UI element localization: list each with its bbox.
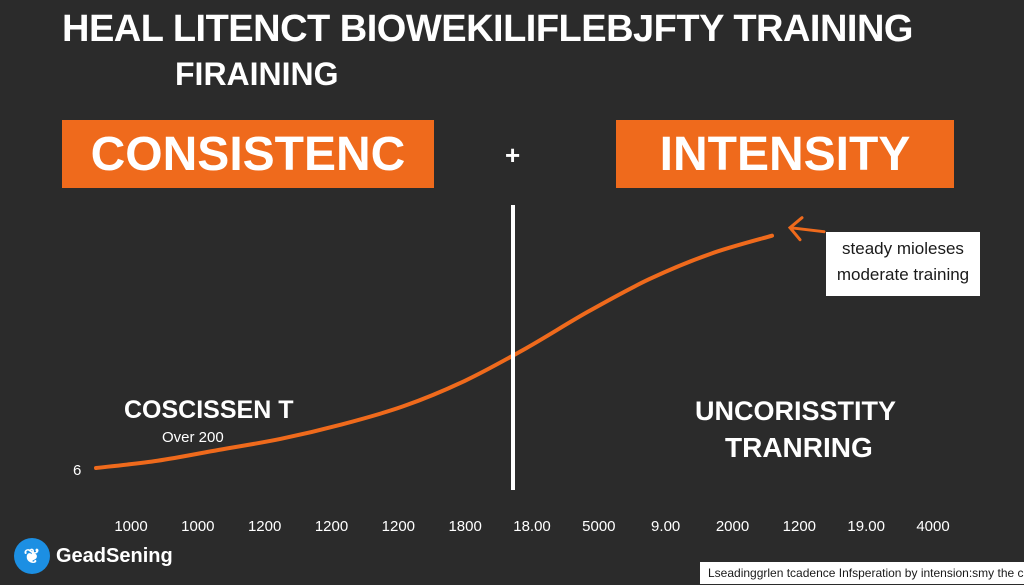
- x-tick-label: 1200: [782, 518, 817, 535]
- plus-sign: +: [505, 140, 521, 170]
- callout-line-2: moderate training: [836, 265, 970, 284]
- callout-line-1: steady mioleses: [842, 239, 964, 258]
- x-tick-label: 1800: [448, 518, 482, 535]
- x-tick-label: 4000: [916, 518, 950, 535]
- x-tick-label: 1200: [247, 518, 282, 535]
- left-panel-label: COSCISSEN T: [124, 396, 294, 424]
- callout-box: steady mioleses moderate training: [826, 232, 980, 296]
- x-tick-label: 1200: [381, 518, 416, 535]
- brand-logo[interactable]: ❦ GeadSening: [14, 538, 173, 574]
- callout-arrow: [787, 216, 826, 242]
- center-divider: [511, 205, 515, 490]
- x-tick-label: 1000: [181, 518, 215, 535]
- right-panel-label-2: TRANRING: [725, 432, 873, 463]
- consistency-tag: CONSISTENC: [62, 120, 434, 188]
- left-panel-sublabel: Over 200: [162, 429, 224, 446]
- page-subtitle: FIRAINING: [175, 56, 339, 92]
- start-value-label: 6: [73, 462, 82, 479]
- intensity-tag: INTENSITY: [616, 120, 954, 188]
- x-tick-label: 5000: [582, 518, 616, 535]
- page-title: HEAL LITENCT BIOWEKILIFLEBJFTY TRAINING: [62, 8, 913, 50]
- right-panel-label-1: UNCORISSTITY: [695, 396, 897, 426]
- feather-icon: ❦: [14, 538, 50, 574]
- x-tick-label: 19.00: [847, 518, 885, 535]
- x-tick-label: 2000: [715, 518, 750, 535]
- x-tick-label: 1000: [114, 518, 148, 535]
- x-tick-label: 1200: [314, 518, 349, 535]
- x-tick-label: 9.00: [651, 518, 681, 535]
- x-axis-ticks: 1000 1000 1200 1200 1200 1800 18.00 5000 9.00 200…: [0, 518, 1024, 538]
- x-tick-label: 18.00: [513, 518, 551, 535]
- series-line-0: [94, 233, 774, 470]
- brand-name: GeadSening: [56, 544, 173, 567]
- footer-caption: Lseadinggrlen tcadence Infsperation by i…: [700, 562, 1024, 584]
